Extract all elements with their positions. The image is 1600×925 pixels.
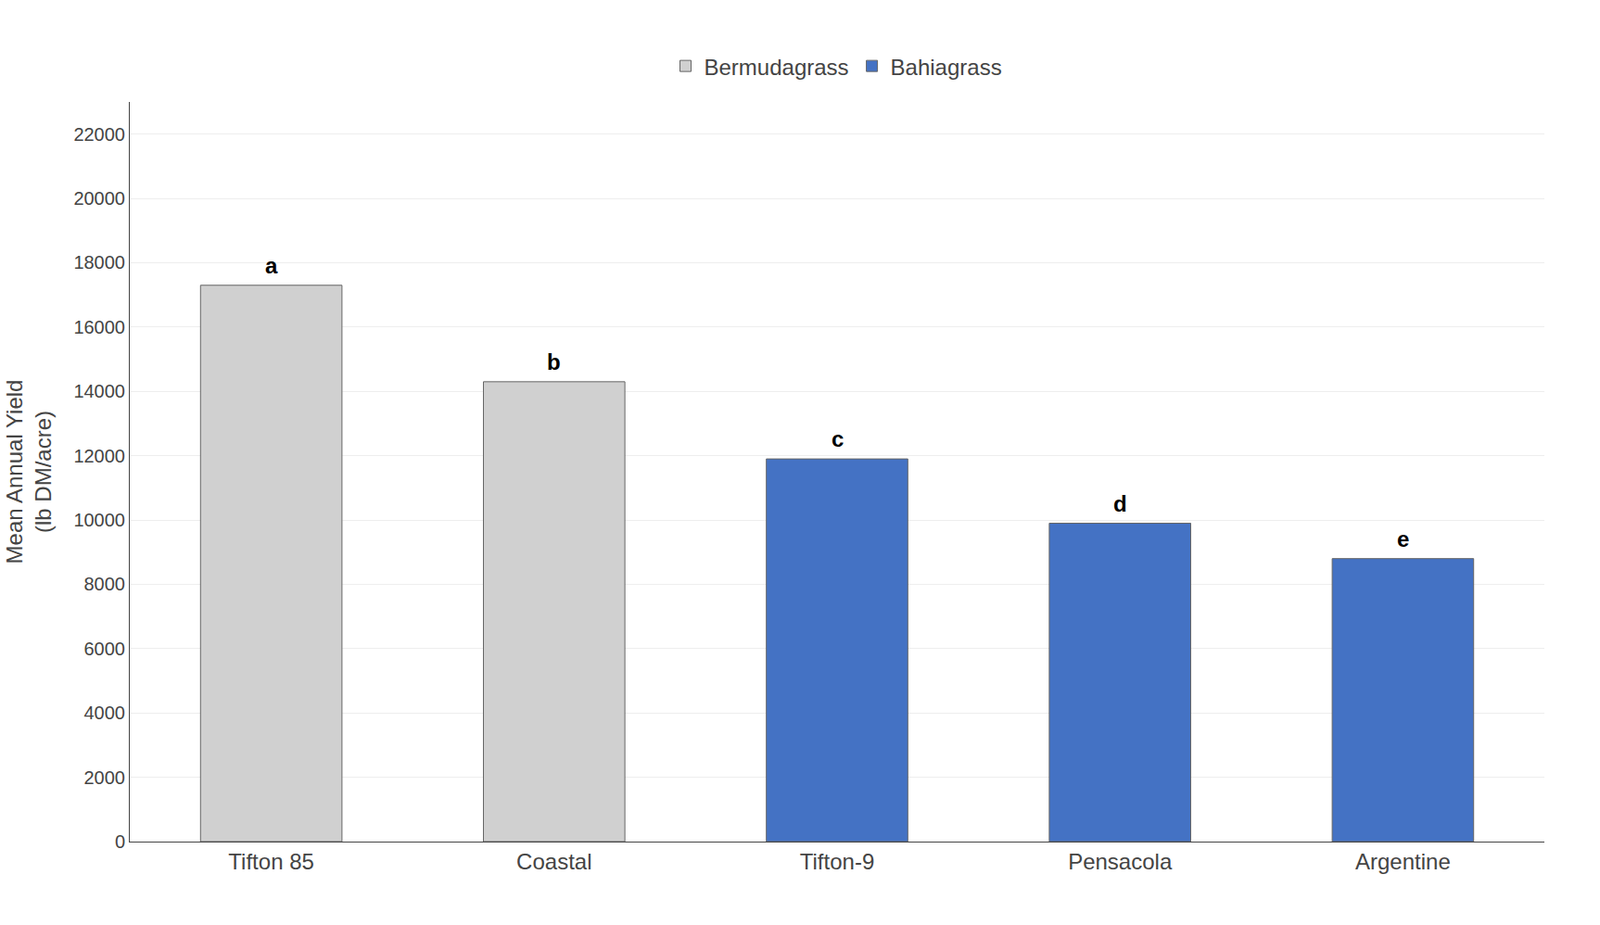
svg-text:8000: 8000 <box>84 573 127 595</box>
svg-text:d: d <box>1113 491 1128 517</box>
svg-text:e: e <box>1396 526 1410 552</box>
svg-text:Tifton 85: Tifton 85 <box>228 849 315 875</box>
svg-text:12000: 12000 <box>73 445 126 467</box>
svg-text:a: a <box>265 253 279 279</box>
svg-text:6000: 6000 <box>84 638 127 660</box>
svg-text:c: c <box>831 426 844 452</box>
svg-text:18000: 18000 <box>73 252 126 273</box>
svg-text:14000: 14000 <box>73 380 126 402</box>
svg-text:2000: 2000 <box>84 767 127 788</box>
svg-text:Tifton-9: Tifton-9 <box>800 849 875 875</box>
svg-text:4000: 4000 <box>84 702 127 724</box>
svg-text:Mean Annual Yield(lb DM/acre): Mean Annual Yield(lb DM/acre) <box>1 380 56 565</box>
svg-text:Pensacola: Pensacola <box>1067 849 1173 875</box>
svg-text:20000: 20000 <box>73 188 126 209</box>
svg-text:0: 0 <box>114 831 126 852</box>
svg-text:16000: 16000 <box>73 317 126 338</box>
svg-text:22000: 22000 <box>73 124 126 145</box>
svg-text:Coastal: Coastal <box>516 849 592 875</box>
svg-text:10000: 10000 <box>73 509 126 531</box>
svg-text:Argentine: Argentine <box>1355 849 1451 875</box>
svg-text:b: b <box>546 349 561 375</box>
svg-text:Bahiagrass: Bahiagrass <box>890 54 1003 80</box>
svg-text:Bermudagrass: Bermudagrass <box>704 54 850 80</box>
